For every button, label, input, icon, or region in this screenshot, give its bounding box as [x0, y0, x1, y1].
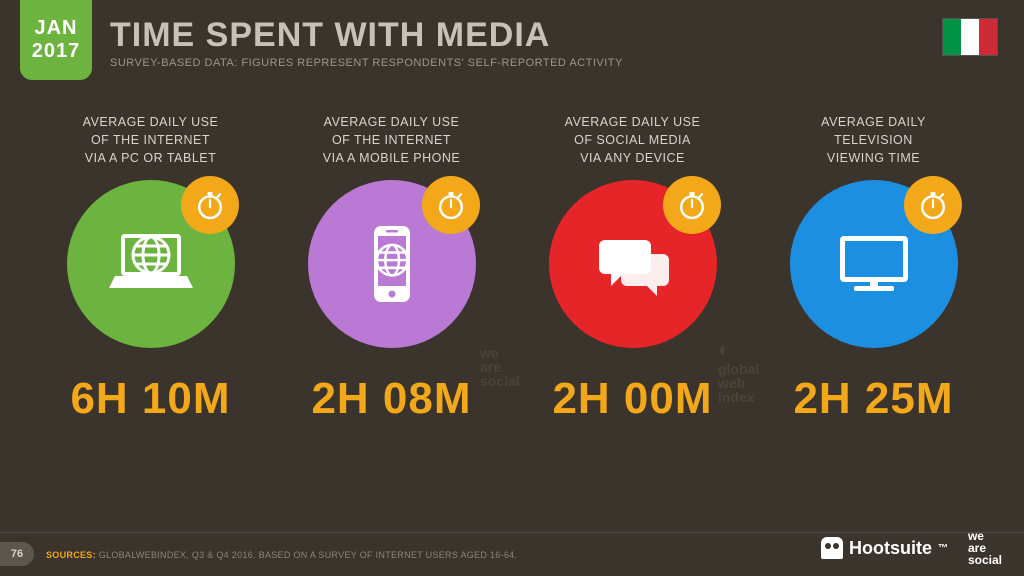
stopwatch-icon [422, 176, 480, 234]
metric-label: AVERAGE DAILY USEOF THE INTERNETVIA A PC… [83, 108, 219, 172]
metric-value: 2H 25M [793, 374, 953, 424]
slide-subtitle: SURVEY-BASED DATA: FIGURES REPRESENT RES… [110, 57, 914, 69]
footer-logos: Hootsuite™ we are social [821, 530, 1002, 566]
date-year: 2017 [32, 40, 81, 63]
metric-value: 2H 08M [311, 374, 471, 424]
metric-value: 2H 00M [552, 374, 712, 424]
metric-label: AVERAGE DAILYTELEVISIONVIEWING TIME [821, 108, 926, 172]
watermark-we-are-social: we are social [480, 346, 520, 388]
metric-3: AVERAGE DAILYTELEVISIONVIEWING TIME 2H 25… [764, 108, 984, 424]
metric-icon-wrap [67, 180, 235, 348]
metric-label: AVERAGE DAILY USEOF THE INTERNETVIA A MO… [323, 108, 461, 172]
date-month: JAN [34, 17, 77, 40]
metric-1: AVERAGE DAILY USEOF THE INTERNETVIA A MO… [282, 108, 502, 424]
page-number-badge: 76 [0, 542, 34, 566]
sources-text: SOURCES: GLOBALWEBINDEX, Q3 & Q4 2016. B… [46, 550, 517, 560]
stopwatch-icon [181, 176, 239, 234]
metric-2: AVERAGE DAILY USEOF SOCIAL MEDIAVIA ANY … [523, 108, 743, 424]
date-badge: JAN 2017 [20, 0, 92, 80]
watermark-globalwebindex: ◐ global web index [718, 340, 759, 404]
stopwatch-icon [663, 176, 721, 234]
metric-label: AVERAGE DAILY USEOF SOCIAL MEDIAVIA ANY … [565, 108, 701, 172]
infographic-slide: JAN 2017 TIME SPENT WITH MEDIA SURVEY-BA… [0, 0, 1024, 576]
country-flag-italy [942, 18, 998, 56]
header: TIME SPENT WITH MEDIA SURVEY-BASED DATA:… [110, 16, 914, 69]
hootsuite-logo: Hootsuite™ [821, 537, 948, 559]
metric-icon-wrap [308, 180, 476, 348]
metric-icon-wrap [790, 180, 958, 348]
hootsuite-owl-icon [821, 537, 843, 559]
stopwatch-icon [904, 176, 962, 234]
footer: 76 SOURCES: GLOBALWEBINDEX, Q3 & Q4 2016… [0, 532, 1024, 576]
slide-title: TIME SPENT WITH MEDIA [110, 16, 914, 55]
metric-0: AVERAGE DAILY USEOF THE INTERNETVIA A PC… [41, 108, 261, 424]
metric-icon-wrap [549, 180, 717, 348]
we-are-social-logo: we are social [968, 530, 1002, 566]
metric-value: 6H 10M [70, 374, 230, 424]
